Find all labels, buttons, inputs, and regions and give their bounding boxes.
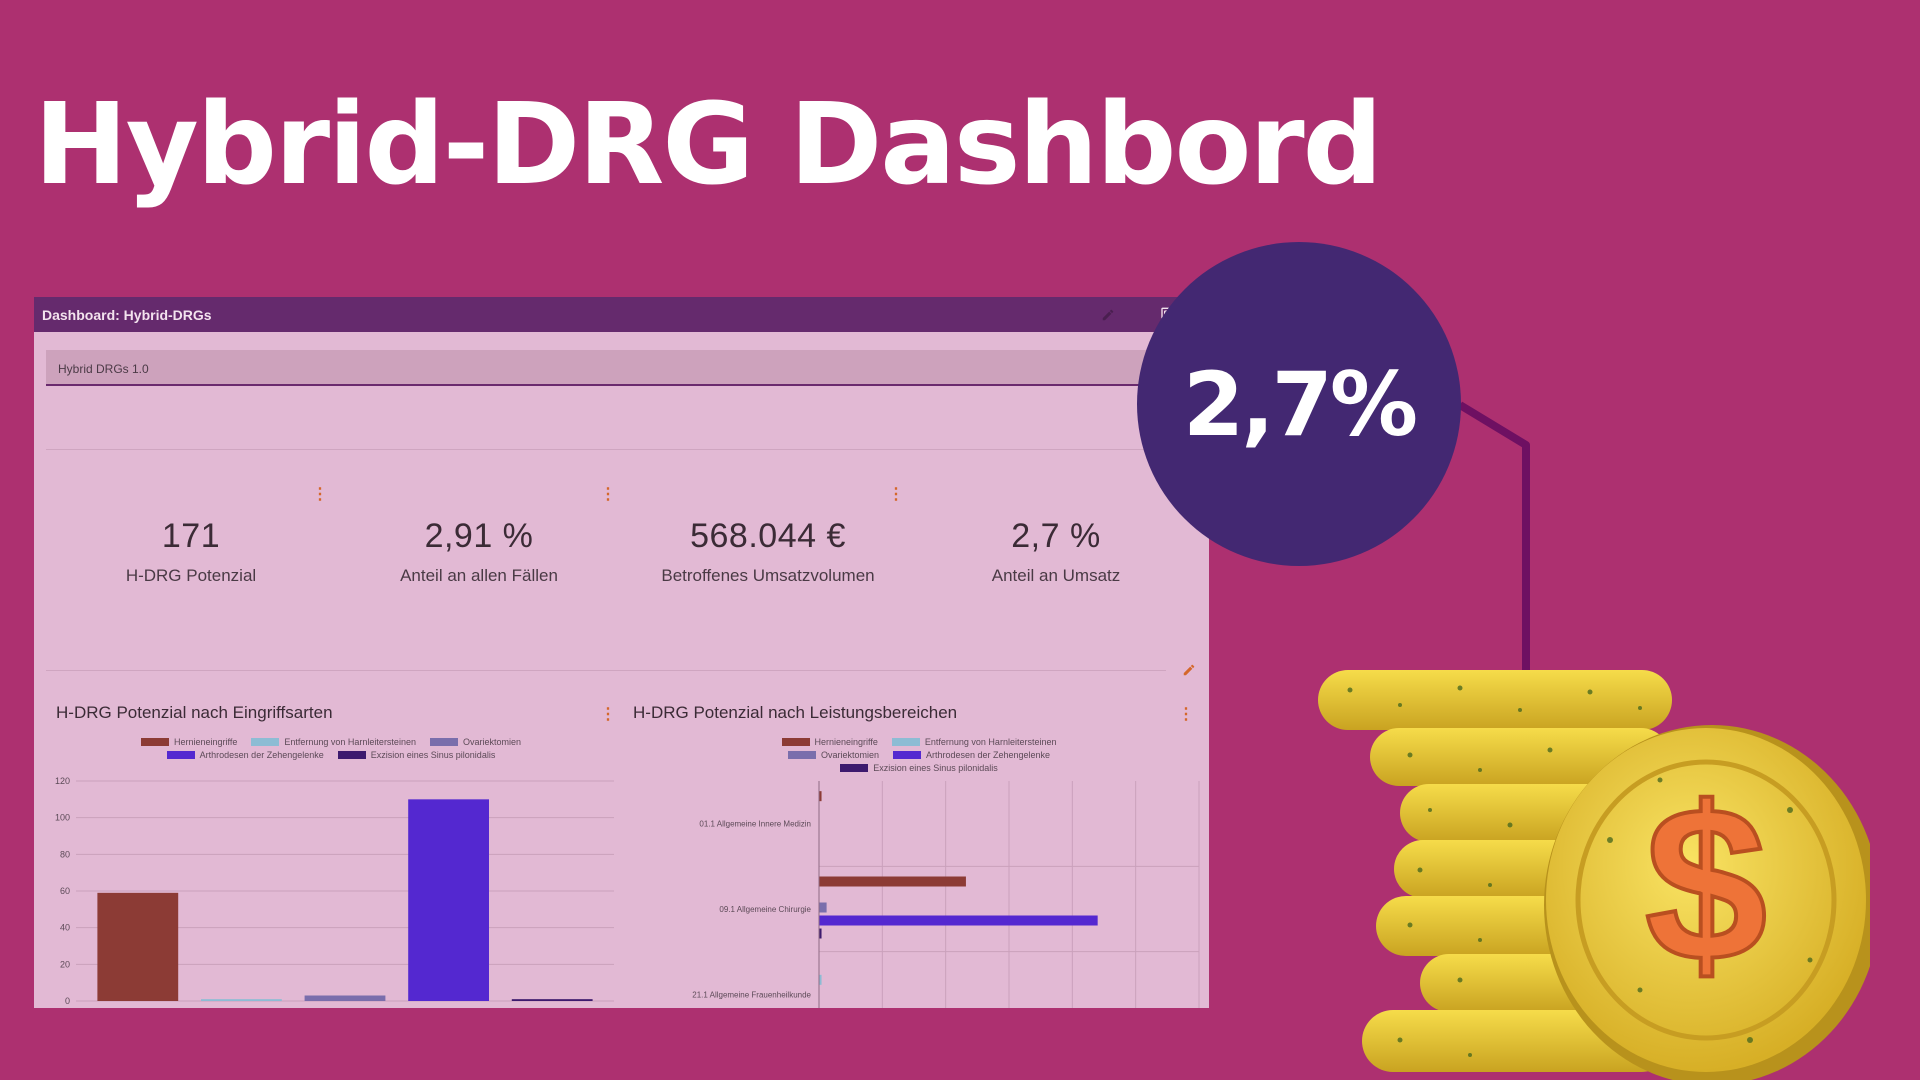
legend-item[interactable]: Arthrodesen der Zehengelenke bbox=[166, 750, 324, 760]
bar bbox=[819, 791, 822, 802]
y-tick-label: 40 bbox=[60, 923, 70, 933]
dollar-coin: $ bbox=[1544, 725, 1870, 1080]
bar bbox=[200, 999, 282, 1001]
legend-swatch bbox=[337, 751, 366, 759]
chart-legend: Hernieneingriffe Entfernung von Harnleite… bbox=[734, 737, 1104, 773]
legend-item[interactable]: Ovariektomien bbox=[787, 750, 879, 760]
page-title: Hybrid-DRG Dashbord bbox=[34, 80, 1383, 210]
legend-label: Hernieneingriffe bbox=[174, 737, 238, 747]
legend-label: Ovariektomien bbox=[820, 750, 879, 760]
y-tick-label: 20 bbox=[60, 959, 70, 969]
y-tick-label: 80 bbox=[60, 849, 70, 859]
kpi-menu-icon[interactable]: ⋮ bbox=[312, 486, 328, 503]
legend-label: Exzision eines Sinus pilonidalis bbox=[370, 750, 496, 760]
dashboard-header: Dashboard: Hybrid-DRGs bbox=[34, 297, 1209, 332]
legend-label: Exzision eines Sinus pilonidalis bbox=[873, 763, 998, 773]
bar bbox=[819, 876, 966, 887]
chart-menu-icon[interactable]: ⋮ bbox=[1178, 706, 1194, 723]
legend-swatch bbox=[141, 738, 169, 746]
coins-illustration: $ bbox=[1318, 670, 1870, 1080]
kpi-card: 568.044 € Betroffenes Umsatzvolumen bbox=[638, 517, 898, 586]
bar-chart-eingriffsarten: 0 20 40 60 80 100 120 bbox=[55, 776, 614, 1006]
bar bbox=[304, 995, 386, 1001]
y-category-label: 01.1 Allgemeine Innere Medizin bbox=[699, 820, 811, 829]
legend-swatch bbox=[892, 751, 921, 759]
kpi-label: Anteil an Umsatz bbox=[991, 566, 1121, 585]
bar bbox=[819, 974, 822, 985]
legend-label: Entfernung von Harnleitersteinen bbox=[924, 737, 1057, 747]
legend-label: Entfernung von Harnleitersteinen bbox=[284, 737, 416, 747]
legend-swatch bbox=[891, 738, 920, 746]
connector-line bbox=[1457, 401, 1530, 670]
bar-chart-leistungsbereiche: 01.1 Allgemeine Innere Medizin 09.1 Allge… bbox=[692, 781, 1200, 1008]
bar bbox=[819, 915, 1098, 926]
legend-swatch bbox=[787, 751, 816, 759]
kpi-card: 2,91 % Anteil an allen Fällen bbox=[349, 517, 609, 586]
bar bbox=[408, 799, 490, 1001]
kpi-label: Anteil an allen Fällen bbox=[400, 566, 558, 585]
kpi-card: 171 H-DRG Potenzial bbox=[61, 517, 321, 586]
dashboard-select[interactable]: Hybrid DRGs 1.0 bbox=[46, 350, 1176, 386]
divider bbox=[46, 670, 1166, 671]
legend-item[interactable]: Hernieneingriffe bbox=[781, 737, 878, 747]
bar bbox=[819, 928, 822, 939]
dashboard-title: Dashboard: Hybrid-DRGs bbox=[42, 306, 212, 323]
coin-speckles bbox=[1347, 685, 1642, 1057]
chart-menu-icon[interactable]: ⋮ bbox=[600, 706, 616, 723]
legend-label: Arthrodesen der Zehengelenke bbox=[925, 750, 1051, 760]
kpi-value: 568.044 € bbox=[690, 517, 846, 555]
legend-item[interactable]: Entfernung von Harnleitersteinen bbox=[251, 737, 416, 747]
legend-item[interactable]: Hernieneingriffe bbox=[141, 737, 237, 747]
legend-label: Hernieneingriffe bbox=[814, 737, 878, 747]
kpi-label: Betroffenes Umsatzvolumen bbox=[661, 566, 875, 585]
y-category-label: 21.1 Allgemeine Frauenheilkunde bbox=[692, 990, 811, 999]
legend-item[interactable]: Ovariektomien bbox=[429, 737, 521, 747]
chart-title: H-DRG Potenzial nach Eingriffsarten bbox=[56, 703, 333, 722]
kpi-value: 2,7 % bbox=[1011, 517, 1101, 555]
chart-legend: Hernieneingriffe Entfernung von Harnleite… bbox=[56, 737, 606, 760]
divider bbox=[46, 449, 1176, 450]
pencil-icon[interactable] bbox=[1097, 304, 1119, 326]
bar bbox=[819, 902, 827, 913]
legend-item[interactable]: Exzision eines Sinus pilonidalis bbox=[337, 750, 496, 760]
legend-item[interactable]: Arthrodesen der Zehengelenke bbox=[892, 750, 1051, 760]
y-tick-label: 120 bbox=[55, 776, 70, 786]
highlight-value: 2,7% bbox=[1182, 352, 1418, 456]
kpi-value: 2,91 % bbox=[424, 517, 534, 555]
legend-item[interactable]: Entfernung von Harnleitersteinen bbox=[891, 737, 1057, 747]
y-tick-label: 60 bbox=[60, 886, 70, 896]
y-tick-label: 100 bbox=[55, 813, 70, 823]
highlight-bubble: 2,7% bbox=[1137, 242, 1461, 566]
svg-text:$: $ bbox=[1645, 761, 1767, 1007]
legend-label: Arthrodesen der Zehengelenke bbox=[199, 750, 324, 760]
kpi-card: 2,7 % Anteil an Umsatz bbox=[926, 517, 1186, 586]
bar bbox=[511, 999, 593, 1001]
edit-layout-pencil-icon[interactable] bbox=[1182, 663, 1196, 682]
legend-swatch bbox=[429, 738, 458, 746]
kpi-menu-icon[interactable]: ⋮ bbox=[600, 486, 616, 503]
kpi-value: 171 bbox=[161, 517, 221, 555]
y-category-label: 09.1 Allgemeine Chirurgie bbox=[719, 905, 811, 914]
kpi-menu-icon[interactable]: ⋮ bbox=[888, 486, 904, 503]
dashboard-window: Dashboard: Hybrid-DRGs Hybrid DRGs 1.0 ⋮… bbox=[34, 297, 1209, 1008]
y-tick-label: 0 bbox=[65, 996, 70, 1006]
legend-label: Ovariektomien bbox=[462, 737, 521, 747]
legend-swatch bbox=[840, 764, 869, 772]
bar bbox=[97, 892, 179, 1001]
dashboard-select-value: Hybrid DRGs 1.0 bbox=[58, 362, 149, 376]
legend-swatch bbox=[781, 738, 810, 746]
legend-item[interactable]: Exzision eines Sinus pilonidalis bbox=[840, 763, 998, 773]
legend-swatch bbox=[166, 751, 195, 759]
chart-title: H-DRG Potenzial nach Leistungsbereichen bbox=[633, 703, 958, 722]
legend-swatch bbox=[251, 738, 280, 746]
kpi-label: H-DRG Potenzial bbox=[125, 566, 257, 585]
